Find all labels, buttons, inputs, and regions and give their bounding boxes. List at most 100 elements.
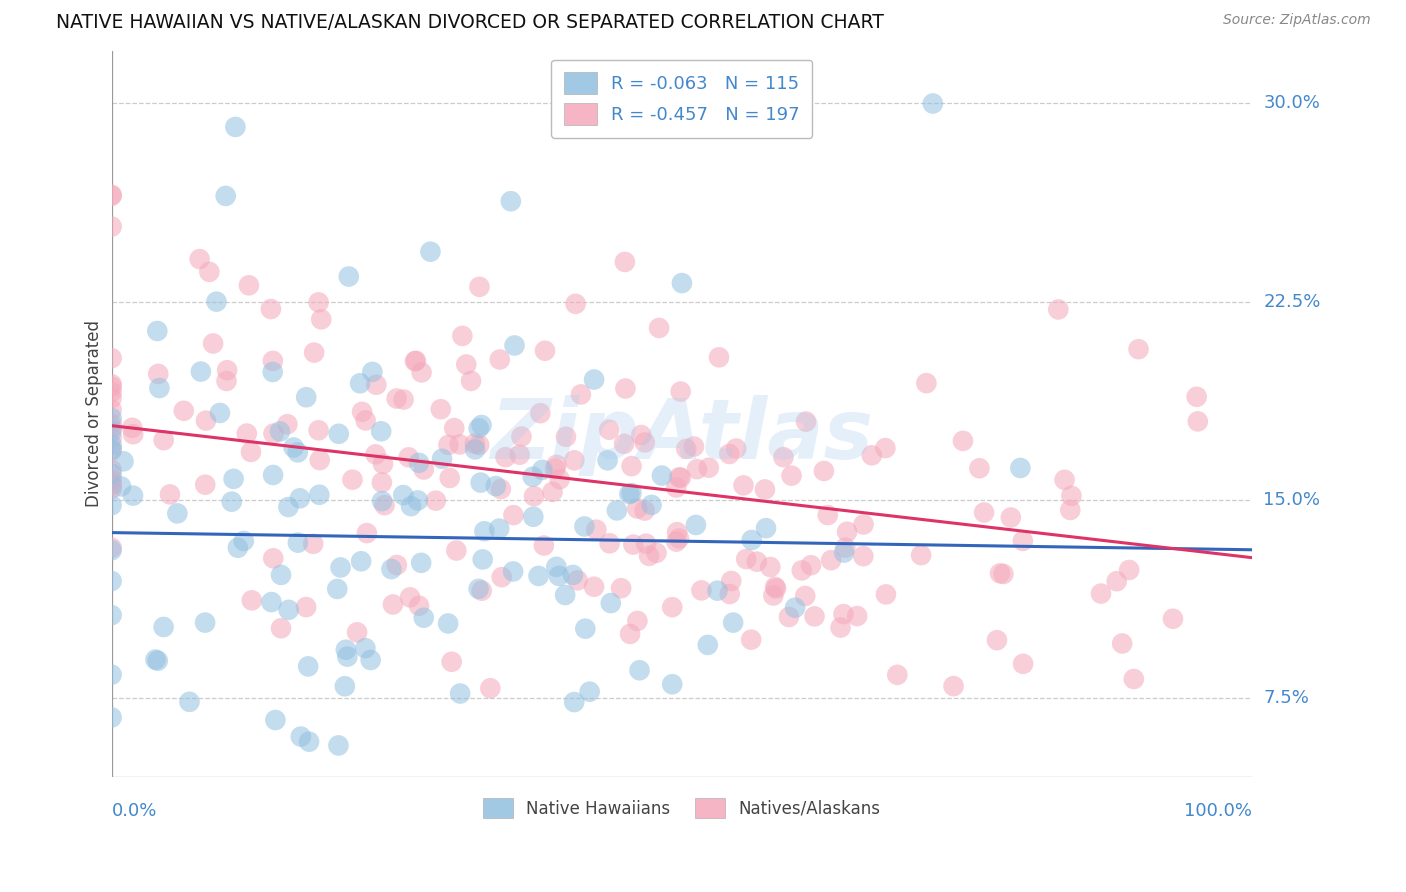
- Point: [778, 610, 800, 624]
- Point: [404, 354, 426, 368]
- Point: [449, 686, 471, 700]
- Point: [100, 478, 122, 492]
- Point: [262, 354, 284, 368]
- Point: [464, 436, 486, 450]
- Point: [392, 488, 415, 502]
- Point: [148, 367, 170, 381]
- Point: [240, 593, 263, 607]
- Point: [548, 569, 571, 583]
- Point: [488, 522, 510, 536]
- Point: [308, 423, 330, 437]
- Point: [846, 609, 869, 624]
- Point: [326, 582, 349, 596]
- Point: [1128, 342, 1150, 356]
- Point: [350, 554, 373, 568]
- Point: [502, 508, 524, 522]
- Point: [471, 417, 494, 432]
- Point: [283, 441, 305, 455]
- Point: [100, 608, 122, 623]
- Point: [471, 552, 494, 566]
- Point: [100, 543, 122, 558]
- Point: [606, 503, 628, 517]
- Point: [564, 297, 586, 311]
- Point: [100, 438, 122, 452]
- Point: [772, 450, 794, 465]
- Point: [371, 475, 394, 490]
- Point: [260, 301, 283, 316]
- Point: [100, 443, 122, 458]
- Point: [619, 487, 641, 501]
- Point: [302, 345, 325, 359]
- Point: [533, 539, 555, 553]
- Point: [152, 620, 174, 634]
- Point: [100, 351, 122, 366]
- Point: [159, 487, 181, 501]
- Point: [100, 442, 122, 457]
- Point: [100, 541, 122, 555]
- Point: [993, 566, 1015, 581]
- Point: [585, 523, 607, 537]
- Point: [619, 627, 641, 641]
- Point: [830, 621, 852, 635]
- Point: [392, 392, 415, 407]
- Point: [381, 598, 404, 612]
- Point: [1118, 563, 1140, 577]
- Point: [1122, 672, 1144, 686]
- Point: [479, 681, 502, 696]
- Point: [194, 414, 217, 428]
- Point: [100, 574, 122, 588]
- Point: [648, 321, 671, 335]
- Point: [215, 374, 238, 388]
- Point: [783, 600, 806, 615]
- Point: [509, 448, 531, 462]
- Point: [527, 569, 550, 583]
- Point: [583, 372, 606, 386]
- Point: [298, 734, 321, 748]
- Point: [110, 479, 132, 493]
- Point: [373, 498, 395, 512]
- Point: [100, 467, 122, 481]
- Text: 22.5%: 22.5%: [1264, 293, 1320, 310]
- Point: [179, 695, 201, 709]
- Point: [308, 488, 330, 502]
- Point: [437, 616, 460, 631]
- Point: [671, 276, 693, 290]
- Text: 0.0%: 0.0%: [111, 802, 157, 820]
- Point: [745, 555, 768, 569]
- Point: [626, 501, 648, 516]
- Point: [205, 294, 228, 309]
- Point: [297, 659, 319, 673]
- Point: [270, 568, 292, 582]
- Point: [352, 405, 374, 419]
- Point: [474, 524, 496, 539]
- Point: [146, 654, 169, 668]
- Point: [860, 448, 883, 462]
- Point: [1185, 390, 1208, 404]
- Point: [690, 583, 713, 598]
- Point: [385, 392, 408, 406]
- Point: [596, 453, 619, 467]
- Point: [886, 668, 908, 682]
- Point: [541, 484, 564, 499]
- Point: [569, 387, 592, 401]
- Point: [661, 600, 683, 615]
- Point: [412, 610, 434, 624]
- Point: [100, 498, 122, 512]
- Point: [522, 469, 544, 483]
- Point: [546, 559, 568, 574]
- Point: [333, 679, 356, 693]
- Point: [336, 649, 359, 664]
- Point: [269, 425, 291, 439]
- Point: [308, 295, 330, 310]
- Point: [813, 464, 835, 478]
- Point: [302, 537, 325, 551]
- Point: [425, 493, 447, 508]
- Point: [385, 558, 408, 572]
- Point: [613, 437, 636, 451]
- Point: [356, 526, 378, 541]
- Point: [405, 353, 427, 368]
- Point: [1090, 586, 1112, 600]
- Point: [765, 582, 787, 596]
- Point: [817, 508, 839, 522]
- Point: [100, 411, 122, 425]
